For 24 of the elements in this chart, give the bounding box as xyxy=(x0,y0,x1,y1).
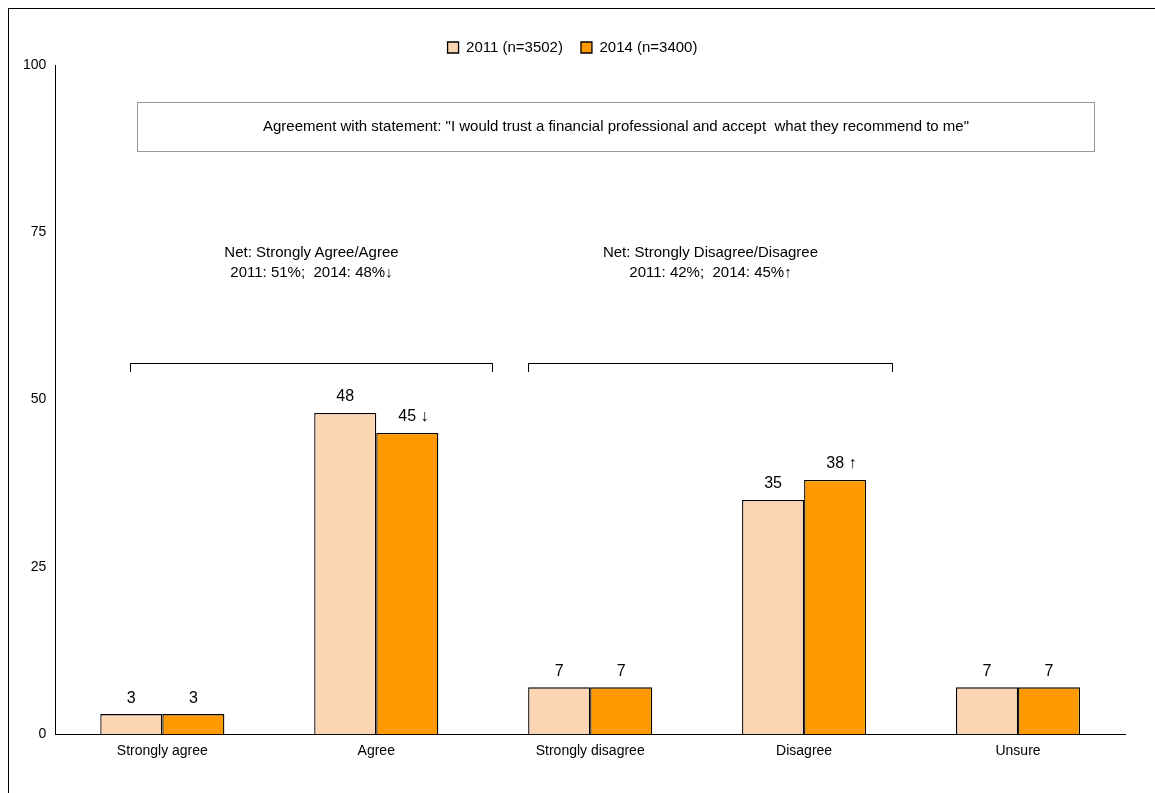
y-tick-label: 0 xyxy=(38,725,47,742)
data-label: 45 ↓ xyxy=(398,407,429,425)
x-tick-label: Agree xyxy=(357,742,396,759)
data-label: 7 xyxy=(554,661,564,679)
x-tick-label: Disagree xyxy=(776,742,833,759)
x-tick-label: Strongly disagree xyxy=(535,742,645,759)
data-label: 3 xyxy=(188,688,198,706)
x-tick-label: Strongly agree xyxy=(116,742,209,759)
data-label: 7 xyxy=(616,661,626,679)
legend-label: 2014 (n=3400) xyxy=(599,37,698,55)
y-tick-label: 75 xyxy=(30,223,47,240)
annotation: Net: Strongly Agree/Agree 2011: 51%; 2014: 48%↓ xyxy=(223,242,400,282)
annotation: Net: Strongly Disagree/Disagree 2011: 42%; 2014: 45%↑ xyxy=(601,242,820,282)
data-label: 48 xyxy=(336,387,355,405)
y-tick-label: 100 xyxy=(23,55,47,72)
y-tick-label: 25 xyxy=(30,557,47,574)
data-label: 3 xyxy=(126,688,136,706)
x-tick-label: Unsure xyxy=(995,742,1041,759)
data-label: 35 xyxy=(764,474,783,492)
data-label: 38 ↑ xyxy=(826,454,857,472)
data-label: 7 xyxy=(1044,661,1054,679)
legend-label: 2011 (n=3502) xyxy=(466,37,563,55)
data-label: 7 xyxy=(982,661,992,679)
y-tick-label: 50 xyxy=(30,390,47,407)
